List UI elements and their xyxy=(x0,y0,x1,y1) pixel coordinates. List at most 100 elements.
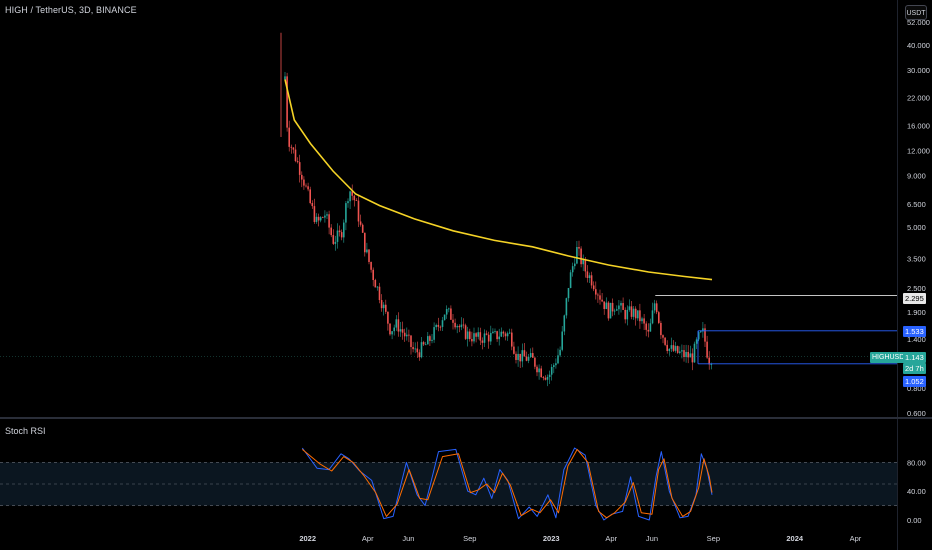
price-tick-label: 1.900 xyxy=(907,308,926,317)
price-tick-label: 6.500 xyxy=(907,200,926,209)
price-tick-label: 0.600 xyxy=(907,409,926,418)
candle-body xyxy=(294,149,297,162)
candle-body xyxy=(634,308,637,319)
moving-average-path xyxy=(284,79,713,281)
candle-body xyxy=(550,366,553,375)
candle-body xyxy=(483,333,486,343)
candle-body xyxy=(555,363,557,366)
time-tick-label: 2022 xyxy=(299,534,316,543)
candle-body xyxy=(412,347,414,350)
candle-body xyxy=(435,324,437,328)
candle-body xyxy=(290,146,293,148)
candle-body xyxy=(611,302,614,312)
candle-body xyxy=(641,318,643,322)
candle-body xyxy=(708,357,710,365)
candle-body xyxy=(286,76,288,128)
candle-body xyxy=(511,332,513,347)
stoch-tick-label: 80.00 xyxy=(907,458,926,467)
candle-body xyxy=(296,161,299,163)
candle-body xyxy=(544,377,547,380)
pane-separator[interactable] xyxy=(0,417,932,419)
candle-body xyxy=(319,217,322,221)
chart-title: HIGH / TetherUS, 3D, BINANCE xyxy=(5,5,137,15)
candle-body xyxy=(538,368,540,373)
candle-body xyxy=(399,329,402,332)
candle-body xyxy=(332,235,335,244)
candle-body xyxy=(639,310,641,322)
indicator-title: Stoch RSI xyxy=(5,426,46,436)
candle-body xyxy=(416,348,419,353)
candle-body xyxy=(597,294,599,296)
price-tick-label: 5.000 xyxy=(907,223,926,232)
candle-body xyxy=(422,342,425,345)
candle-body xyxy=(471,339,473,342)
candle-body xyxy=(622,303,624,310)
candle-body xyxy=(536,366,538,373)
candle-body xyxy=(567,287,570,299)
candle-body xyxy=(553,365,555,367)
candle-body xyxy=(670,345,673,349)
candle-body xyxy=(322,217,324,219)
candle-body xyxy=(700,331,702,333)
resistance-price-tag: 2.295 xyxy=(903,293,926,304)
candle-body xyxy=(691,353,694,363)
time-tick-label: Jun xyxy=(402,534,414,543)
price-tick-label: 12.000 xyxy=(907,146,930,155)
candle-body xyxy=(502,331,505,334)
candle-body xyxy=(658,312,660,323)
candle-body xyxy=(424,344,427,346)
candle-body xyxy=(695,339,698,344)
candle-body xyxy=(387,311,389,324)
time-tick-label: 2024 xyxy=(786,534,804,543)
candle-body xyxy=(506,333,509,337)
candle-body xyxy=(395,319,398,328)
candle-body xyxy=(336,230,339,242)
candle-body xyxy=(523,350,526,357)
candle-body xyxy=(334,241,337,244)
candle-body xyxy=(697,332,700,340)
candle-body xyxy=(618,305,620,310)
candle-body xyxy=(582,259,584,265)
time-tick-label: Apr xyxy=(850,534,862,543)
candle-body xyxy=(542,377,545,378)
candle-body xyxy=(475,333,477,337)
candle-body xyxy=(515,353,517,360)
candle-body xyxy=(616,309,618,311)
candle-body xyxy=(613,310,616,312)
candle-body xyxy=(666,344,668,351)
candle-body xyxy=(517,353,519,360)
candle-body xyxy=(298,162,301,175)
candle-body xyxy=(492,331,494,334)
candle-body xyxy=(311,203,314,207)
candle-body xyxy=(655,303,658,313)
candle-body xyxy=(571,266,574,273)
candle-body xyxy=(353,195,356,201)
currency-button[interactable]: USDT xyxy=(905,5,927,20)
stoch-tick-label: 40.00 xyxy=(907,487,926,496)
candle-body xyxy=(500,331,503,337)
candle-body xyxy=(599,295,601,300)
candle-body xyxy=(513,346,515,354)
candle-body xyxy=(431,339,433,341)
candle-body xyxy=(679,351,681,353)
candle-body xyxy=(525,356,528,361)
candle-series xyxy=(280,32,713,387)
candle-body xyxy=(452,319,454,323)
candle-body xyxy=(662,335,664,338)
candle-body xyxy=(408,334,410,336)
candle-body xyxy=(450,308,452,320)
candle-body xyxy=(414,348,416,350)
candle-body xyxy=(361,224,364,233)
candle-body xyxy=(324,215,326,218)
candle-body xyxy=(374,280,377,288)
price-scale-border xyxy=(897,0,898,550)
candle-body xyxy=(343,222,345,238)
candle-body xyxy=(534,357,536,367)
candle-body xyxy=(676,346,679,353)
candle-body xyxy=(603,301,605,310)
candle-body xyxy=(313,206,316,222)
candle-body xyxy=(683,350,685,358)
candle-body xyxy=(345,203,347,223)
candle-body xyxy=(643,318,645,324)
